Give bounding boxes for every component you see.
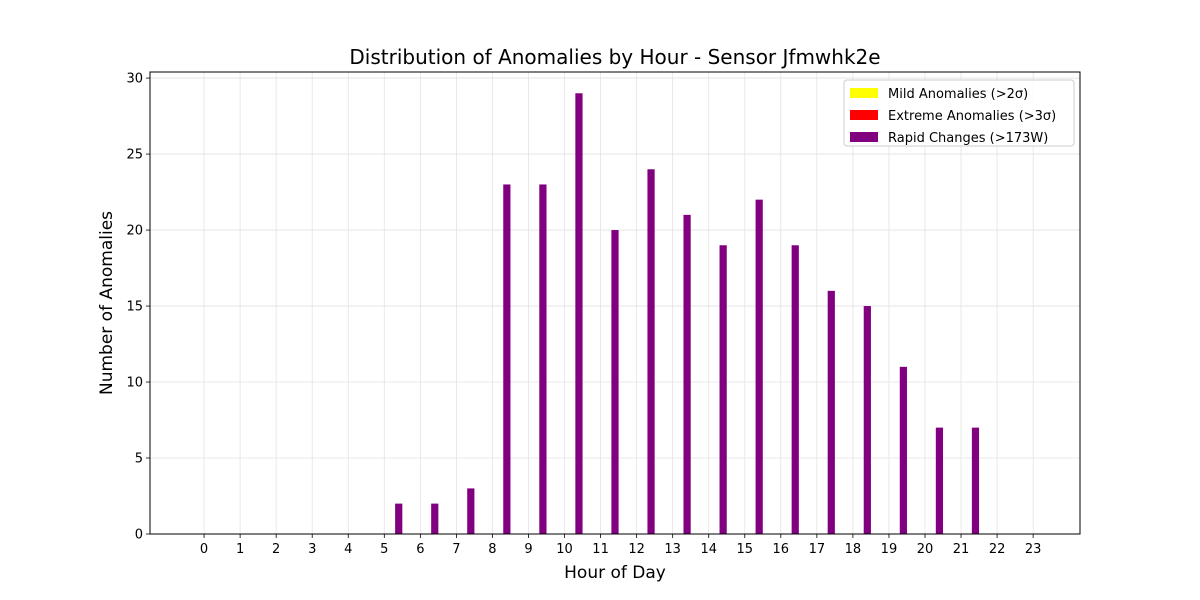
- x-tick-label: 2: [272, 542, 280, 557]
- legend: Mild Anomalies (>2σ) Extreme Anomalies (>…: [843, 79, 1075, 147]
- bar-rapid: [575, 93, 583, 535]
- x-tick-label: 10: [556, 542, 573, 557]
- x-tick-label: 4: [344, 542, 352, 557]
- bar-rapid: [827, 290, 835, 534]
- x-tick-label: 14: [700, 542, 717, 557]
- x-tick-label: 16: [773, 542, 790, 557]
- x-tick-label: 8: [488, 542, 496, 557]
- x-tick-label: 11: [592, 542, 609, 557]
- x-tick-label: 17: [809, 542, 826, 557]
- bar-rapid: [467, 488, 475, 534]
- bar-rapid: [791, 245, 799, 534]
- legend-swatch: [850, 110, 878, 120]
- bar-rapid: [863, 306, 871, 534]
- y-tick-label: 30: [126, 72, 143, 87]
- x-tick-label: 5: [380, 542, 388, 557]
- x-tick-label: 6: [416, 542, 424, 557]
- axis-ticks: 0 1 2 3 4 5 6 7 8 9 10 11 12 13 14 15 16 17 18 19 20 21 22 2305…: [126, 72, 1041, 557]
- x-tick-label: 12: [628, 542, 645, 557]
- x-tick-label: 20: [917, 542, 934, 557]
- bar-rapid: [755, 199, 763, 534]
- legend-swatch: [850, 88, 878, 98]
- plot-frame: [149, 71, 1081, 535]
- x-tick-label: 18: [845, 542, 862, 557]
- bar-rapid: [899, 366, 907, 534]
- x-tick-label: 23: [1025, 542, 1042, 557]
- y-axis-label: Number of Anomalies: [97, 211, 117, 395]
- x-tick-label: 1: [236, 542, 244, 557]
- bar-rapid: [647, 169, 655, 534]
- x-tick-label: 0: [200, 542, 208, 557]
- y-tick-label: 0: [135, 528, 143, 543]
- x-tick-label: 19: [881, 542, 898, 557]
- x-tick-label: 7: [452, 542, 460, 557]
- bar-rapid: [683, 214, 691, 534]
- y-tick-label: 25: [126, 148, 143, 163]
- x-tick-label: 22: [989, 542, 1006, 557]
- x-tick-label: 3: [308, 542, 316, 557]
- bar-rapid: [431, 503, 439, 534]
- legend-label: Mild Anomalies (>2σ): [888, 87, 1028, 102]
- bar-rapid: [719, 245, 727, 534]
- bar-rapid: [971, 427, 980, 534]
- y-tick-label: 5: [135, 452, 143, 467]
- y-tick-label: 15: [126, 300, 143, 315]
- chart-title: Distribution of Anomalies by Hour - Sens…: [349, 45, 880, 69]
- x-tick-label: 13: [664, 542, 681, 557]
- x-tick-label: 21: [953, 542, 970, 557]
- x-axis-label: Hour of Day: [564, 563, 666, 583]
- bar-rapid: [611, 230, 619, 535]
- bar-rapid: [539, 184, 547, 535]
- x-tick-label: 9: [524, 542, 532, 557]
- bar-rapid: [395, 503, 403, 534]
- bar-rapid: [503, 184, 511, 535]
- legend-swatch: [850, 132, 878, 142]
- bars: [395, 93, 980, 535]
- legend-label: Rapid Changes (>173W): [888, 131, 1048, 146]
- bar-rapid: [935, 427, 944, 534]
- legend-box: [843, 79, 1075, 147]
- y-tick-label: 10: [126, 376, 143, 391]
- x-tick-label: 15: [736, 542, 753, 557]
- y-tick-label: 20: [126, 224, 143, 239]
- legend-label: Extreme Anomalies (>3σ): [888, 109, 1056, 124]
